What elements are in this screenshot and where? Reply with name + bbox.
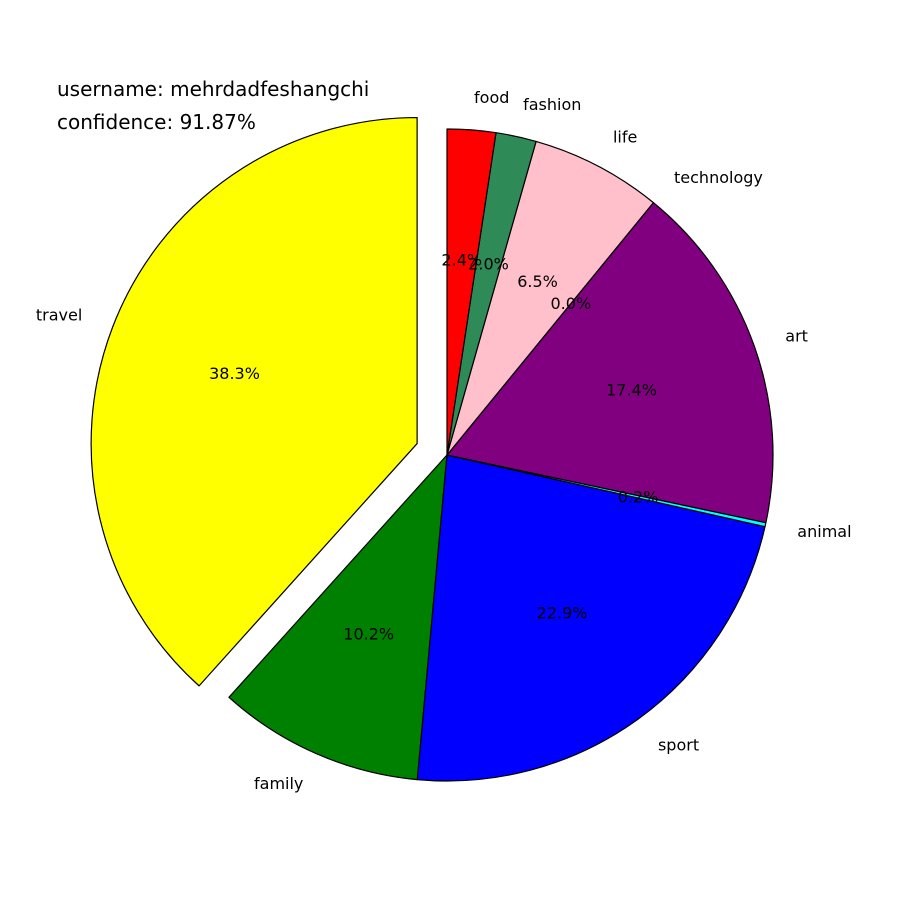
pct-label-life: 6.5% [517, 272, 558, 291]
slice-family [228, 454, 448, 781]
pct-label-family: 10.2% [343, 625, 394, 644]
category-label-food: food [474, 88, 509, 107]
pct-label-travel: 38.3% [209, 364, 260, 383]
category-label-life: life [613, 128, 637, 147]
pct-label-food: 2.4% [441, 250, 482, 269]
confidence-text: confidence: 91.87% [57, 110, 256, 134]
category-labels: travel family sport animal art technology life… [36, 88, 852, 793]
slice-art [446, 202, 774, 524]
slice-travel [90, 116, 418, 687]
category-label-art: art [785, 327, 808, 346]
pct-label-sport: 22.9% [537, 604, 588, 623]
slice-sport [416, 454, 766, 782]
pct-label-technology: 0.0% [551, 294, 592, 313]
slice-food [446, 128, 497, 456]
pct-label-fashion: 2.0% [468, 254, 509, 273]
category-label-family: family [254, 774, 303, 793]
pie-slices [90, 116, 774, 782]
slice-life [446, 140, 654, 456]
category-label-fashion: fashion [523, 95, 581, 114]
category-label-sport: sport [658, 735, 699, 754]
pct-label-animal: 0.2% [618, 487, 659, 506]
username-text: username: mehrdadfeshangchi [57, 77, 369, 101]
category-label-animal: animal [797, 522, 851, 541]
percent-labels: 38.3% 10.2% 22.9% 0.2% 17.4% 0.0% 6.5% 2.0%2.4% [209, 250, 658, 643]
category-label-travel: travel [36, 306, 82, 325]
category-label-technology: technology [674, 168, 763, 187]
pct-label-art: 17.4% [606, 381, 657, 400]
